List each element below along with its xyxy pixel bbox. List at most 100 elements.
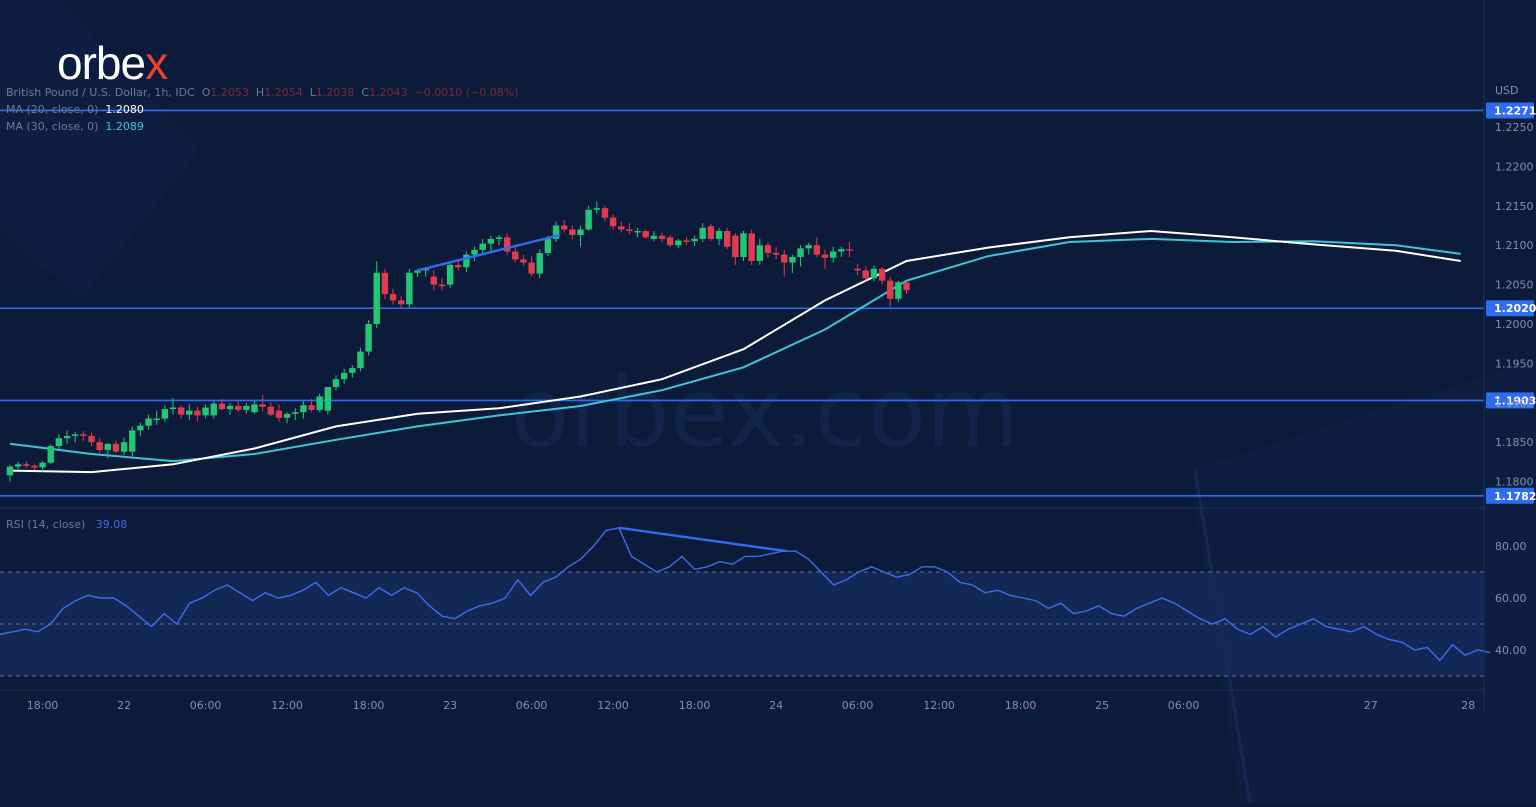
candle: [805, 242, 812, 255]
candle-body: [642, 231, 649, 238]
candle: [332, 375, 340, 391]
candle-body: [626, 229, 633, 232]
candle-body: [365, 324, 372, 352]
moving-averages: [9, 229, 1461, 474]
candle: [878, 267, 886, 285]
candle: [292, 408, 299, 421]
candle-body: [797, 248, 804, 258]
candle-body: [55, 438, 63, 447]
candles: [6, 201, 910, 482]
candle-body: [870, 268, 878, 279]
candle-body: [805, 245, 812, 249]
ma20-label: MA (20, close, 0): [6, 103, 99, 116]
candle: [373, 260, 380, 328]
bg-shape: [0, 0, 200, 300]
candle-body: [487, 238, 495, 244]
candle-body: [332, 379, 340, 388]
candle: [39, 461, 46, 472]
candle-body: [14, 464, 22, 467]
price-trend-line[interactable]: [417, 233, 561, 272]
trend-lines[interactable]: [417, 233, 561, 272]
candle-body: [683, 240, 690, 242]
level-price-label: 1.1782: [1494, 490, 1536, 503]
candle-body: [446, 264, 454, 285]
candle-body: [903, 282, 910, 291]
candle: [618, 221, 625, 233]
ma30-line: [9, 237, 1461, 463]
candle-body: [300, 405, 307, 413]
candle-body: [324, 387, 332, 411]
candle: [446, 260, 454, 288]
candle: [153, 410, 160, 425]
candle: [471, 246, 478, 261]
candle-body: [512, 251, 519, 260]
candle: [169, 398, 177, 415]
candle: [96, 438, 103, 454]
level-price-tag: [1486, 392, 1534, 409]
level-price-tag: [1486, 487, 1534, 504]
ma20-value: 1.2080: [105, 103, 144, 116]
candle-body: [536, 253, 543, 274]
y-tick-label: 1.1900: [1495, 397, 1534, 410]
candle-body: [226, 405, 234, 410]
candle: [666, 234, 674, 247]
y-tick-label: 1.1950: [1495, 357, 1534, 370]
symbol-legend[interactable]: British Pound / U.S. Dollar, 1h, IDC O1.…: [6, 86, 519, 99]
candle: [365, 320, 372, 356]
candle: [642, 229, 649, 239]
candle: [707, 223, 715, 242]
ma30-legend[interactable]: MA (30, close, 0) 1.2089: [6, 120, 144, 133]
level-price-label: 1.1903: [1494, 394, 1536, 407]
candle-body: [772, 253, 780, 255]
candle-body: [63, 435, 71, 439]
candle: [585, 205, 592, 232]
candle-body: [243, 405, 250, 410]
candle-body: [23, 464, 30, 466]
candle: [218, 398, 226, 411]
candle: [887, 276, 894, 307]
candle: [764, 242, 772, 258]
candle-body: [422, 268, 429, 271]
candle-body: [618, 226, 625, 230]
candle: [569, 225, 576, 239]
candle: [47, 444, 54, 465]
rsi-value: 39.08: [95, 518, 128, 531]
candle: [870, 265, 878, 282]
ma30-value: 1.2089: [105, 120, 144, 133]
horizontal-levels[interactable]: 1.2271 1.2020 1.1903 1.1782: [0, 102, 1536, 504]
candle: [691, 235, 698, 246]
rsi-trend-line[interactable]: [618, 526, 788, 553]
candle-body: [740, 233, 747, 258]
candle-body: [259, 404, 266, 407]
candle-body: [169, 407, 177, 410]
candle: [324, 387, 332, 415]
x-tick-label: 06:00: [1168, 699, 1200, 712]
candle-body: [471, 249, 478, 255]
candle-body: [381, 272, 389, 295]
high-value: 1.2054: [264, 86, 303, 99]
candle-body: [813, 245, 821, 255]
rsi-legend[interactable]: RSI (14, close) 39.08: [6, 518, 127, 531]
candle-body: [137, 425, 144, 431]
candle-body: [104, 443, 111, 451]
candle-body: [430, 276, 437, 285]
ma20-legend[interactable]: MA (20, close, 0) 1.2080: [6, 103, 144, 116]
ma30-label: MA (30, close, 0): [6, 120, 99, 133]
candle-body: [503, 237, 511, 252]
rsi-line: [0, 527, 1491, 662]
candle: [740, 231, 747, 261]
candle-body: [39, 462, 46, 468]
candle-body: [235, 405, 242, 410]
candle: [829, 246, 837, 263]
candle-body: [838, 249, 845, 252]
candle: [789, 254, 796, 273]
watermark-layer: orbex.com: [511, 357, 1020, 469]
candle: [772, 246, 780, 260]
candle-body: [112, 443, 120, 452]
candle: [235, 401, 242, 413]
candle-body: [520, 259, 527, 263]
candle: [895, 280, 902, 302]
candle: [63, 430, 71, 444]
candle-body: [707, 226, 715, 239]
